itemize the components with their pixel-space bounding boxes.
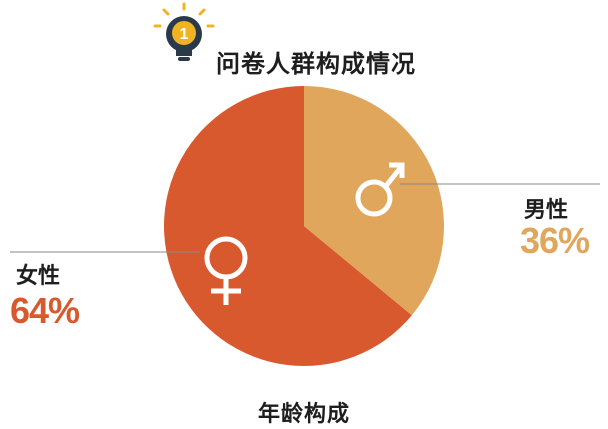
legend-label-male: 男性 (524, 198, 569, 223)
lightbulb-icon: 1 (153, 2, 215, 61)
footer-label: 年龄构成 (258, 402, 351, 427)
female-symbol-icon (204, 236, 248, 305)
chart-title: 问卷人群构成情况 (216, 50, 416, 78)
legend-label-female: 女性 (16, 264, 61, 289)
pie-slice-male (304, 86, 444, 316)
male-symbol-icon (355, 162, 405, 217)
data-label-female: 64% (10, 290, 80, 331)
data-label-male: 36% (520, 220, 590, 261)
badge-number: 1 (180, 26, 189, 43)
